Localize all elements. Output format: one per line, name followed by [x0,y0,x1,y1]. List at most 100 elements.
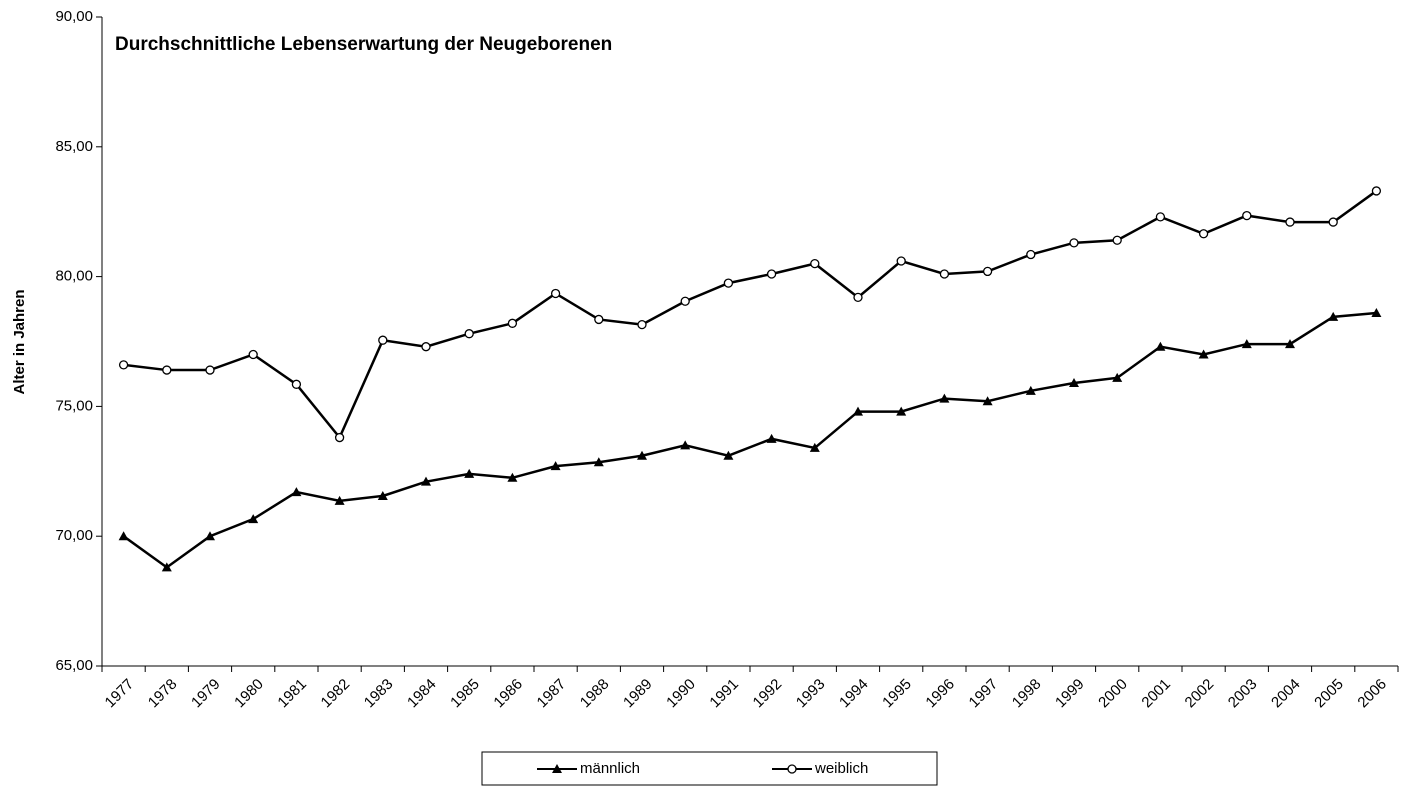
x-tick-label: 2002 [1182,676,1218,712]
x-tick-label: 1985 [447,676,483,712]
point [464,468,475,478]
point [334,432,345,443]
y-tick-label: 80,00 [55,268,93,285]
x-tick-label: 1983 [361,676,397,712]
point [1371,186,1382,196]
point [464,329,474,339]
x-tick-label: 1993 [793,676,829,712]
x-tick-label: 1982 [318,676,354,712]
point [680,296,690,306]
legend-marker [787,764,797,774]
x-tick-label: 1981 [274,676,310,712]
legend-label: männlich [580,760,640,777]
series-line [122,311,1377,569]
point [248,349,258,360]
point [1328,217,1338,227]
point [766,433,777,443]
point [723,450,734,460]
point [593,457,604,467]
x-tick-label: 1995 [879,676,915,712]
x-tick-label: 1987 [534,676,570,712]
point [853,292,863,303]
point [982,396,993,406]
point [1241,339,1252,349]
point [118,360,129,370]
point [550,288,561,299]
point [1155,212,1166,222]
x-tick-label: 1979 [188,676,224,712]
point [334,495,345,505]
x-tick-label: 1980 [231,676,267,712]
x-tick-label: 1977 [102,676,138,712]
y-axis-label: Alter in Jahren [11,289,28,394]
x-tick-label: 1984 [404,676,440,712]
legend-marker [552,764,562,773]
point [1198,229,1209,239]
y-tick-label: 65,00 [55,657,93,674]
point [1069,238,1079,248]
point [1198,349,1209,359]
x-tick-label: 1978 [145,676,181,712]
x-tick-label: 2004 [1268,676,1304,712]
point [637,450,647,460]
point [1112,372,1123,382]
x-tick-label: 1996 [922,676,958,712]
point [1025,385,1036,395]
point [1328,311,1339,321]
point [205,365,215,375]
point [1069,378,1079,388]
y-tick-label: 70,00 [55,527,93,544]
point [1285,339,1295,349]
legend-label: weiblich [814,760,868,777]
x-tick-label: 1999 [1052,676,1088,712]
x-tick-label: 1990 [663,676,699,712]
x-tick-label: 2003 [1225,676,1261,712]
point [291,379,302,389]
point [1155,341,1166,351]
point [291,487,302,497]
point [766,269,777,279]
point [594,314,604,325]
point [680,440,691,450]
series-line [123,189,1378,440]
y-tick-label: 75,00 [55,397,93,414]
point [421,342,431,352]
x-tick-label: 2000 [1095,676,1131,712]
x-tick-label: 1998 [1009,676,1045,712]
x-tick-label: 2001 [1138,676,1174,712]
point [507,472,518,482]
x-tick-label: 1991 [706,676,742,712]
x-tick-label: 2005 [1311,676,1347,712]
point [248,514,259,524]
x-tick-label: 2006 [1354,676,1390,712]
point [507,318,518,328]
y-tick-label: 90,00 [55,8,93,25]
point [162,365,172,375]
y-tick-label: 85,00 [55,138,93,155]
point [982,266,993,277]
point [550,461,561,471]
point [1026,249,1036,260]
point [939,393,950,403]
point [637,319,647,330]
point [896,256,906,266]
point [1112,235,1122,245]
point [421,476,431,486]
point [378,335,388,345]
point [896,406,907,416]
x-tick-label: 1986 [490,676,526,712]
point [1371,307,1382,317]
x-tick-label: 1992 [750,676,786,712]
x-tick-label: 1989 [620,676,656,712]
x-tick-label: 1988 [577,676,613,712]
point [809,442,820,452]
x-tick-label: 1994 [836,676,872,712]
point [205,531,215,541]
point [939,269,950,279]
point [1242,210,1252,221]
point [810,258,820,269]
point [118,531,129,541]
point [161,562,172,572]
point [853,406,863,416]
